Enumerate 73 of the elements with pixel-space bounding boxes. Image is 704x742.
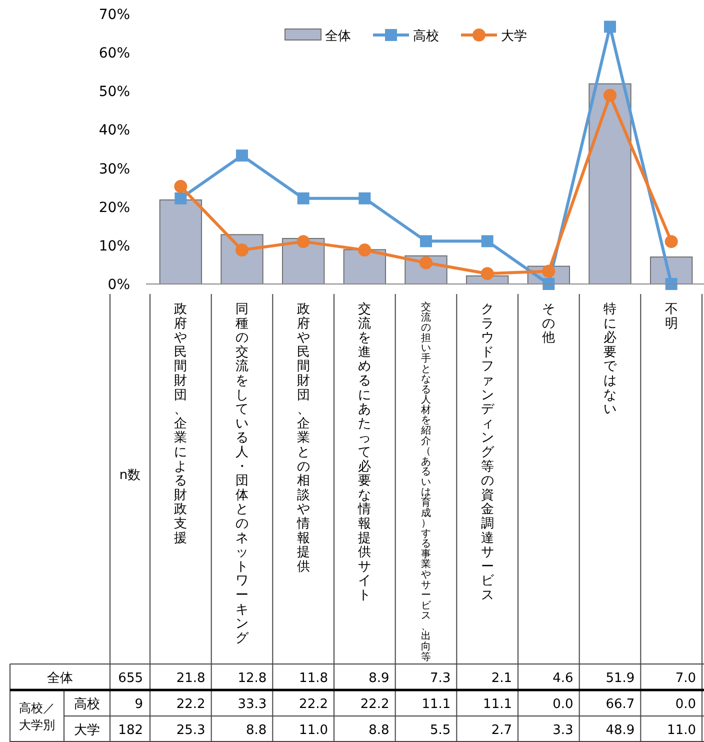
data-label: 22.2 (360, 697, 390, 712)
text: 全体 (47, 671, 73, 686)
data-label: 11.0 (299, 723, 328, 738)
x-tick-label: 不明 (664, 302, 678, 332)
x-tick-label: 特に必要ではない (604, 302, 618, 418)
data-label: 11.1 (422, 697, 451, 712)
point (297, 192, 310, 204)
legend-label: 高校 (413, 28, 439, 44)
data-label: 2.1 (491, 671, 512, 686)
category-label: 交流の担い手となる人材を紹介（あるいは育成）する事業やサービス、出向等 (421, 302, 431, 663)
legend-label: 大学 (501, 29, 527, 44)
point (358, 192, 371, 204)
data-label: 11.1 (483, 697, 512, 712)
point (236, 150, 248, 162)
point (420, 235, 432, 248)
category-label: クラウドファンディング等の資金調達サービス (480, 302, 494, 603)
data-label: 0.0 (552, 697, 574, 712)
data-label: 25.3 (176, 723, 206, 738)
point (542, 278, 555, 290)
data-label: 4.6 (552, 671, 574, 686)
y-tick-label: 40% (98, 122, 130, 139)
data-label: 3.3 (552, 723, 574, 738)
point (481, 235, 494, 248)
data-label: 22.2 (299, 697, 328, 712)
data-label: 51.9 (606, 671, 635, 686)
data-label: 7.0 (675, 671, 696, 686)
point (174, 192, 187, 204)
data-label: 21.8 (176, 671, 206, 686)
data-label: 8.8 (246, 723, 267, 738)
text: 高校／大学別 (19, 701, 55, 732)
point (174, 180, 188, 193)
y-tick-label: 10% (98, 238, 130, 254)
y-tick-label: 30% (98, 161, 130, 178)
text: 655 (118, 671, 143, 686)
data-label: 12.8 (238, 671, 267, 686)
point (604, 20, 616, 33)
data-label: 33.3 (238, 697, 267, 712)
bar (588, 83, 632, 284)
y-tick-label: 0% (108, 277, 130, 293)
point (358, 244, 372, 257)
data-label: 7.3 (430, 671, 451, 686)
x-tick-label: その他 (542, 302, 556, 346)
data-label: 0.0 (675, 697, 696, 712)
data-label: 48.9 (606, 723, 635, 738)
data-label: 2.7 (491, 723, 512, 738)
point (604, 88, 616, 102)
point (664, 235, 678, 248)
y-tick-label: 60% (98, 46, 130, 62)
data-label: 8.8 (368, 723, 390, 738)
category-label: 政府や民間財団、企業との相談や情報提供 (296, 302, 310, 574)
point (665, 278, 678, 290)
bar (159, 199, 202, 284)
category-label: 政府や民間財団、企業による財政支援 (174, 302, 188, 546)
data-label: 11.8 (299, 671, 328, 686)
data-label: 11.0 (667, 723, 696, 738)
data-label: 22.2 (176, 697, 206, 712)
y-tick-label: 20% (98, 200, 130, 216)
text: 大学 (74, 723, 100, 738)
point (480, 267, 494, 280)
data-label: 66.7 (606, 697, 635, 712)
data-label: 8.9 (368, 671, 390, 686)
y-tick-label: 50% (98, 84, 130, 100)
text: 高校 (74, 697, 100, 712)
category-label: 同種の交流をしている人・団体とのネットワーキング (236, 302, 248, 646)
y-tick-label: 70% (98, 7, 130, 23)
category-label: 交流を進めるにあたって必要な情報提供サイト (358, 302, 372, 603)
text: n数 (119, 468, 141, 483)
point (296, 235, 310, 248)
data-label: 5.5 (430, 723, 451, 738)
text: 9 (134, 697, 143, 712)
legend-label: 全体 (325, 29, 351, 44)
text: 182 (118, 723, 143, 738)
point (236, 244, 248, 257)
